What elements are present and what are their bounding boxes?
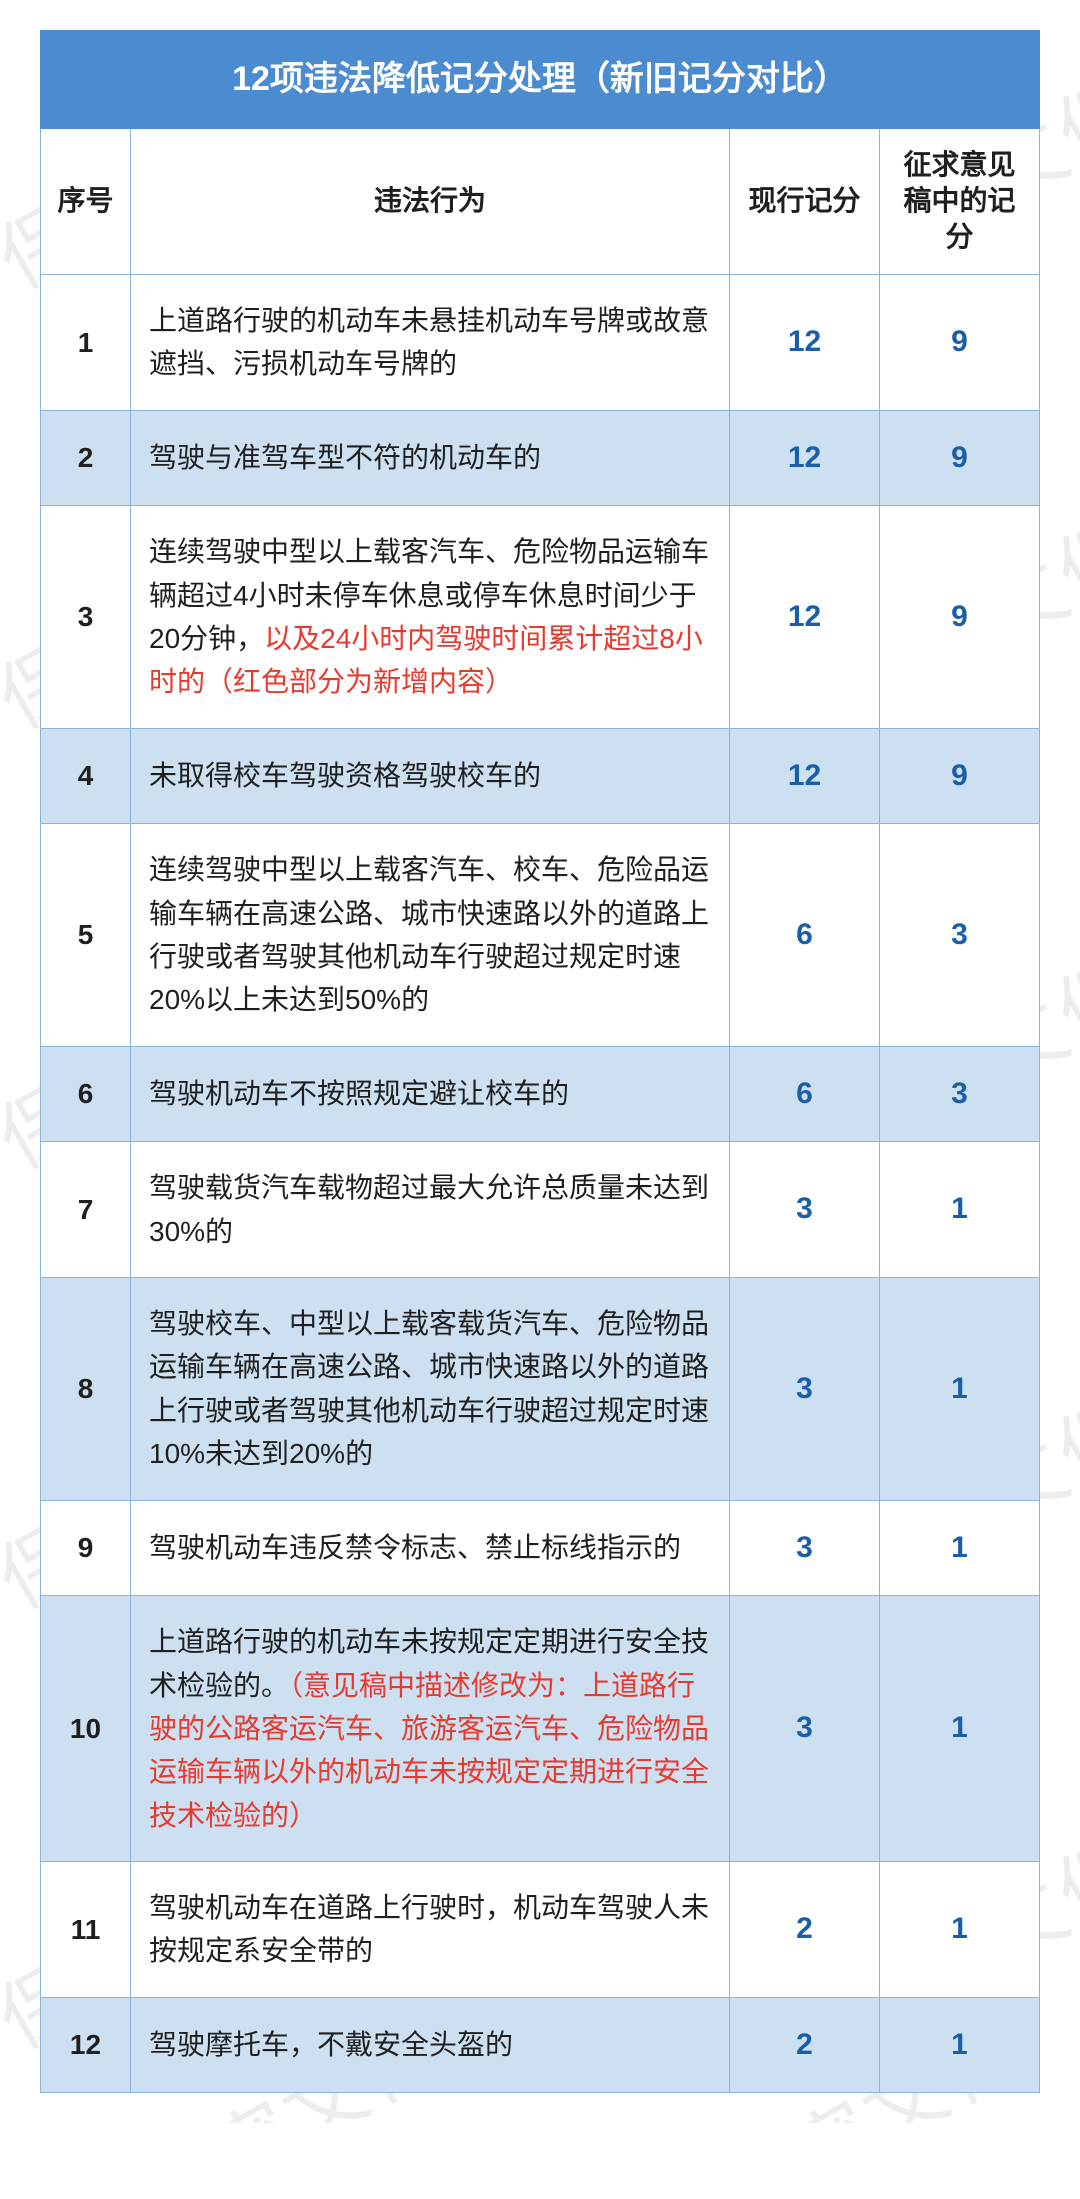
col-header-violation: 违法行为 <box>131 128 730 274</box>
row-current-score: 12 <box>730 728 880 824</box>
row-current-score: 12 <box>730 274 880 410</box>
row-draft-score: 1 <box>880 1862 1040 1998</box>
row-index: 12 <box>41 1997 131 2093</box>
table-title: 12项违法降低记分处理（新旧记分对比） <box>41 31 1040 129</box>
body-text: 连续驾驶中型以上载客汽车、校车、危险品运输车辆在高速公路、城市快速路以外的道路上… <box>149 854 709 1015</box>
row-violation: 驾驶载货汽车载物超过最大允许总质量未达到30%的 <box>131 1142 730 1278</box>
row-draft-score: 9 <box>880 274 1040 410</box>
body-text: 驾驶机动车在道路上行驶时，机动车驾驶人未按规定系安全带的 <box>149 1892 709 1966</box>
row-index: 1 <box>41 274 131 410</box>
row-current-score: 6 <box>730 824 880 1047</box>
row-index: 9 <box>41 1500 131 1596</box>
row-violation: 未取得校车驾驶资格驾驶校车的 <box>131 728 730 824</box>
table-row: 10上道路行驶的机动车未按规定定期进行安全技术检验的。（意见稿中描述修改为：上道… <box>41 1596 1040 1862</box>
table-row: 2 驾驶与准驾车型不符的机动车的 129 <box>41 410 1040 506</box>
row-current-score: 3 <box>730 1278 880 1501</box>
body-text: 驾驶与准驾车型不符的机动车的 <box>149 442 541 473</box>
row-violation: 驾驶摩托车，不戴安全头盔的 <box>131 1997 730 2093</box>
table-row: 9 驾驶机动车违反禁令标志、禁止标线指示的 31 <box>41 1500 1040 1596</box>
row-index: 10 <box>41 1596 131 1862</box>
row-index: 3 <box>41 506 131 729</box>
row-current-score: 3 <box>730 1142 880 1278</box>
table-header-row: 序号 违法行为 现行记分 征求意见稿中的记分 <box>41 128 1040 274</box>
col-header-current: 现行记分 <box>730 128 880 274</box>
row-violation: 驾驶机动车在道路上行驶时，机动车驾驶人未按规定系安全带的 <box>131 1862 730 1998</box>
row-index: 4 <box>41 728 131 824</box>
table-row: 12 驾驶摩托车，不戴安全头盔的 21 <box>41 1997 1040 2093</box>
body-text: 上道路行驶的机动车未悬挂机动车号牌或故意遮挡、污损机动车号牌的 <box>149 305 709 379</box>
row-violation: 驾驶校车、中型以上载客载货汽车、危险物品运输车辆在高速公路、城市快速路以外的道路… <box>131 1278 730 1501</box>
row-violation: 连续驾驶中型以上载客汽车、危险物品运输车辆超过4小时未停车休息或停车休息时间少于… <box>131 506 730 729</box>
row-draft-score: 1 <box>880 1500 1040 1596</box>
table-row: 3连续驾驶中型以上载客汽车、危险物品运输车辆超过4小时未停车休息或停车休息时间少… <box>41 506 1040 729</box>
body-text: 驾驶机动车不按照规定避让校车的 <box>149 1078 569 1109</box>
col-header-index: 序号 <box>41 128 131 274</box>
table-row: 8驾驶校车、中型以上载客载货汽车、危险物品运输车辆在高速公路、城市快速路以外的道… <box>41 1278 1040 1501</box>
row-index: 11 <box>41 1862 131 1998</box>
table-body: 1上道路行驶的机动车未悬挂机动车号牌或故意遮挡、污损机动车号牌的1292驾驶与准… <box>41 274 1040 2092</box>
row-violation: 驾驶与准驾车型不符的机动车的 <box>131 410 730 506</box>
row-current-score: 12 <box>730 410 880 506</box>
row-draft-score: 9 <box>880 410 1040 506</box>
row-violation: 连续驾驶中型以上载客汽车、校车、危险品运输车辆在高速公路、城市快速路以外的道路上… <box>131 824 730 1047</box>
table-title-row: 12项违法降低记分处理（新旧记分对比） <box>41 31 1040 129</box>
row-index: 7 <box>41 1142 131 1278</box>
row-current-score: 12 <box>730 506 880 729</box>
row-draft-score: 3 <box>880 824 1040 1047</box>
comparison-table: 12项违法降低记分处理（新旧记分对比） 序号 违法行为 现行记分 征求意见稿中的… <box>40 30 1040 2093</box>
table-row: 4 未取得校车驾驶资格驾驶校车的 129 <box>41 728 1040 824</box>
body-text: 未取得校车驾驶资格驾驶校车的 <box>149 760 541 791</box>
row-index: 8 <box>41 1278 131 1501</box>
row-draft-score: 1 <box>880 1142 1040 1278</box>
document-wrap: 保密文件保密文件保密文件保密文件保密文件保密文件保密文件保密文件保密文件保密文件… <box>0 0 1080 2123</box>
row-violation: 上道路行驶的机动车未按规定定期进行安全技术检验的。（意见稿中描述修改为：上道路行… <box>131 1596 730 1862</box>
highlighted-text: （红色部分为新增内容） <box>205 666 513 697</box>
body-text: 驾驶校车、中型以上载客载货汽车、危险物品运输车辆在高速公路、城市快速路以外的道路… <box>149 1308 709 1469</box>
row-draft-score: 1 <box>880 1997 1040 2093</box>
row-current-score: 3 <box>730 1500 880 1596</box>
row-draft-score: 1 <box>880 1596 1040 1862</box>
row-current-score: 2 <box>730 1862 880 1998</box>
row-draft-score: 3 <box>880 1046 1040 1142</box>
table-row: 5连续驾驶中型以上载客汽车、校车、危险品运输车辆在高速公路、城市快速路以外的道路… <box>41 824 1040 1047</box>
table-row: 1上道路行驶的机动车未悬挂机动车号牌或故意遮挡、污损机动车号牌的 129 <box>41 274 1040 410</box>
row-violation: 驾驶机动车不按照规定避让校车的 <box>131 1046 730 1142</box>
body-text: 驾驶摩托车，不戴安全头盔的 <box>149 2029 513 2060</box>
row-current-score: 2 <box>730 1997 880 2093</box>
row-violation: 驾驶机动车违反禁令标志、禁止标线指示的 <box>131 1500 730 1596</box>
body-text: 驾驶载货汽车载物超过最大允许总质量未达到30%的 <box>149 1172 709 1246</box>
row-index: 6 <box>41 1046 131 1142</box>
col-header-draft: 征求意见稿中的记分 <box>880 128 1040 274</box>
table-row: 7驾驶载货汽车载物超过最大允许总质量未达到30%的 31 <box>41 1142 1040 1278</box>
table-row: 11驾驶机动车在道路上行驶时，机动车驾驶人未按规定系安全带的 21 <box>41 1862 1040 1998</box>
row-violation: 上道路行驶的机动车未悬挂机动车号牌或故意遮挡、污损机动车号牌的 <box>131 274 730 410</box>
row-index: 5 <box>41 824 131 1047</box>
body-text: 驾驶机动车违反禁令标志、禁止标线指示的 <box>149 1532 681 1563</box>
row-index: 2 <box>41 410 131 506</box>
table-row: 6驾驶机动车不按照规定避让校车的63 <box>41 1046 1040 1142</box>
row-draft-score: 9 <box>880 506 1040 729</box>
row-current-score: 6 <box>730 1046 880 1142</box>
row-current-score: 3 <box>730 1596 880 1862</box>
row-draft-score: 9 <box>880 728 1040 824</box>
row-draft-score: 1 <box>880 1278 1040 1501</box>
